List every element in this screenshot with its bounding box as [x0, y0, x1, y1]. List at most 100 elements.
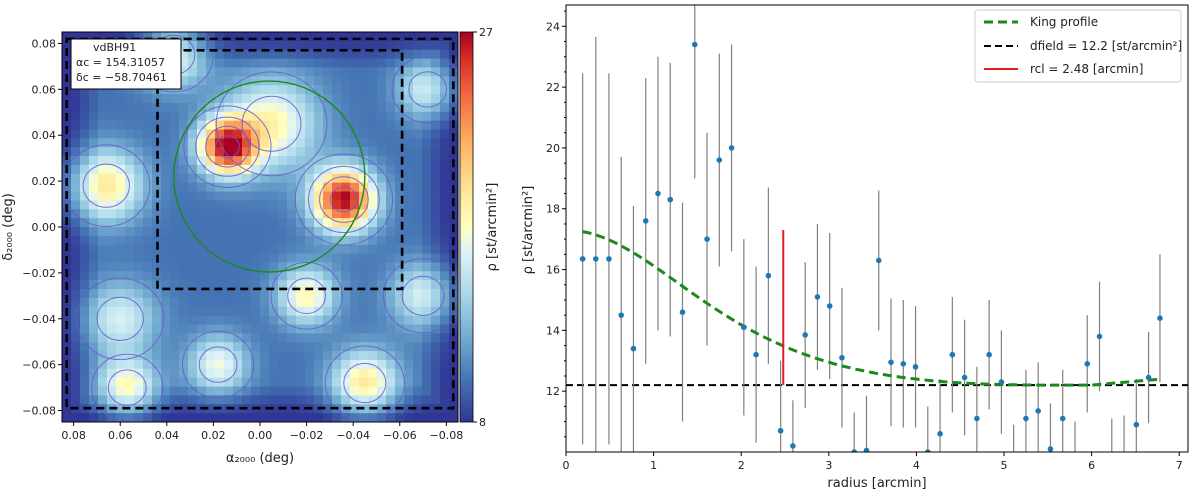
heatmap-cell: [98, 342, 108, 352]
heatmap-cell: [332, 94, 342, 104]
heatmap-cell: [206, 306, 216, 317]
heatmap-cell: [134, 333, 144, 343]
heatmap-cell: [332, 280, 342, 290]
heatmap-cell: [296, 280, 306, 290]
heatmap-cell: [341, 271, 351, 281]
heatmap-cell: [350, 40, 360, 51]
heatmap-cell: [368, 156, 378, 166]
heatmap-cell: [305, 129, 315, 139]
heatmap-cell: [188, 200, 198, 210]
heatmap-cell: [215, 209, 225, 219]
heatmap-cell: [98, 395, 108, 405]
heatmap-cell: [413, 111, 423, 122]
heatmap-cell: [170, 102, 180, 113]
heatmap-cell: [206, 324, 216, 334]
heatmap-cell: [431, 289, 441, 299]
heatmap-cell: [449, 386, 458, 397]
heatmap-cell: [107, 280, 117, 290]
heatmap-cell: [233, 129, 243, 139]
heatmap-cell: [440, 147, 450, 157]
heatmap-cell: [368, 244, 378, 255]
heatmap-cell: [224, 262, 234, 272]
heatmap-cell: [233, 76, 243, 86]
heatmap-cell: [188, 244, 198, 255]
heatmap-cell: [278, 253, 288, 264]
heatmap-cell: [197, 164, 207, 175]
heatmap-cell: [269, 368, 279, 379]
heatmap-cell: [413, 315, 423, 326]
heatmap-cell: [170, 85, 180, 95]
heatmap-cell: [323, 111, 333, 122]
heatmap-cell: [242, 191, 252, 202]
heatmap-cell: [413, 200, 423, 210]
heatmap-cell: [395, 368, 405, 379]
heatmap-cell: [188, 85, 198, 95]
heatmap-cell: [305, 386, 315, 397]
heatmap-cell: [224, 49, 234, 60]
heatmap-cell: [224, 324, 234, 334]
heatmap-cell: [251, 200, 261, 210]
heatmap-cell: [278, 200, 288, 210]
heatmap-cell: [368, 191, 378, 202]
heatmap-cell: [215, 324, 225, 334]
heatmap-cell: [251, 244, 261, 255]
heatmap-cell: [251, 111, 261, 122]
density-map-x-label: α₂₀₀₀ (deg): [226, 451, 294, 466]
heatmap-cell: [233, 324, 243, 334]
heatmap-cell: [269, 297, 279, 308]
heatmap-cell: [179, 280, 189, 290]
heatmap-cell: [233, 218, 243, 228]
heatmap-cell: [449, 306, 458, 317]
heatmap-cell: [359, 85, 369, 95]
heatmap-cell: [404, 76, 414, 86]
heatmap-cell: [413, 359, 423, 370]
heatmap-cell: [116, 359, 126, 370]
heatmap-cell: [296, 368, 306, 379]
heatmap-cell: [89, 156, 99, 166]
heatmap-cell: [287, 111, 297, 122]
heatmap-cell: [431, 324, 441, 334]
heatmap-cell: [323, 85, 333, 95]
heatmap-cell: [368, 271, 378, 281]
heatmap-cell: [296, 40, 306, 51]
heatmap-cell: [242, 94, 252, 104]
heatmap-cell: [413, 386, 423, 397]
heatmap-cell: [125, 32, 135, 42]
heatmap-cell: [377, 67, 387, 77]
heatmap-cell: [404, 173, 414, 184]
heatmap-cell: [260, 200, 270, 210]
heatmap-cell: [395, 147, 405, 157]
heatmap-cell: [332, 377, 342, 388]
heatmap-cell: [125, 324, 135, 334]
heatmap-cell: [350, 324, 360, 334]
heatmap-cell: [287, 191, 297, 202]
heatmap-cell: [161, 351, 171, 361]
heatmap-cell: [107, 209, 117, 219]
heatmap-cell: [404, 40, 414, 51]
heatmap-cell: [314, 173, 324, 184]
heatmap-cell: [377, 173, 387, 184]
heatmap-cell: [260, 209, 270, 219]
heatmap-cell: [134, 324, 144, 334]
heatmap-cell: [368, 253, 378, 264]
heatmap-cell: [314, 289, 324, 299]
heatmap-cell: [377, 147, 387, 157]
heatmap-cell: [287, 147, 297, 157]
heatmap-cell: [287, 395, 297, 405]
heatmap-cell: [395, 324, 405, 334]
heatmap-cell: [413, 49, 423, 60]
heatmap-cell: [260, 342, 270, 352]
heatmap-cell: [224, 209, 234, 219]
heatmap-cell: [404, 342, 414, 352]
heatmap-cell: [332, 218, 342, 228]
heatmap-cell: [305, 306, 315, 317]
heatmap-cell: [143, 235, 153, 246]
heatmap-cell: [323, 289, 333, 299]
heatmap-cell: [287, 49, 297, 60]
heatmap-cell: [71, 253, 81, 264]
heatmap-cell: [269, 395, 279, 405]
heatmap-cell: [323, 280, 333, 290]
heatmap-cell: [206, 368, 216, 379]
data-point: [716, 157, 723, 163]
heatmap-cell: [449, 111, 458, 122]
